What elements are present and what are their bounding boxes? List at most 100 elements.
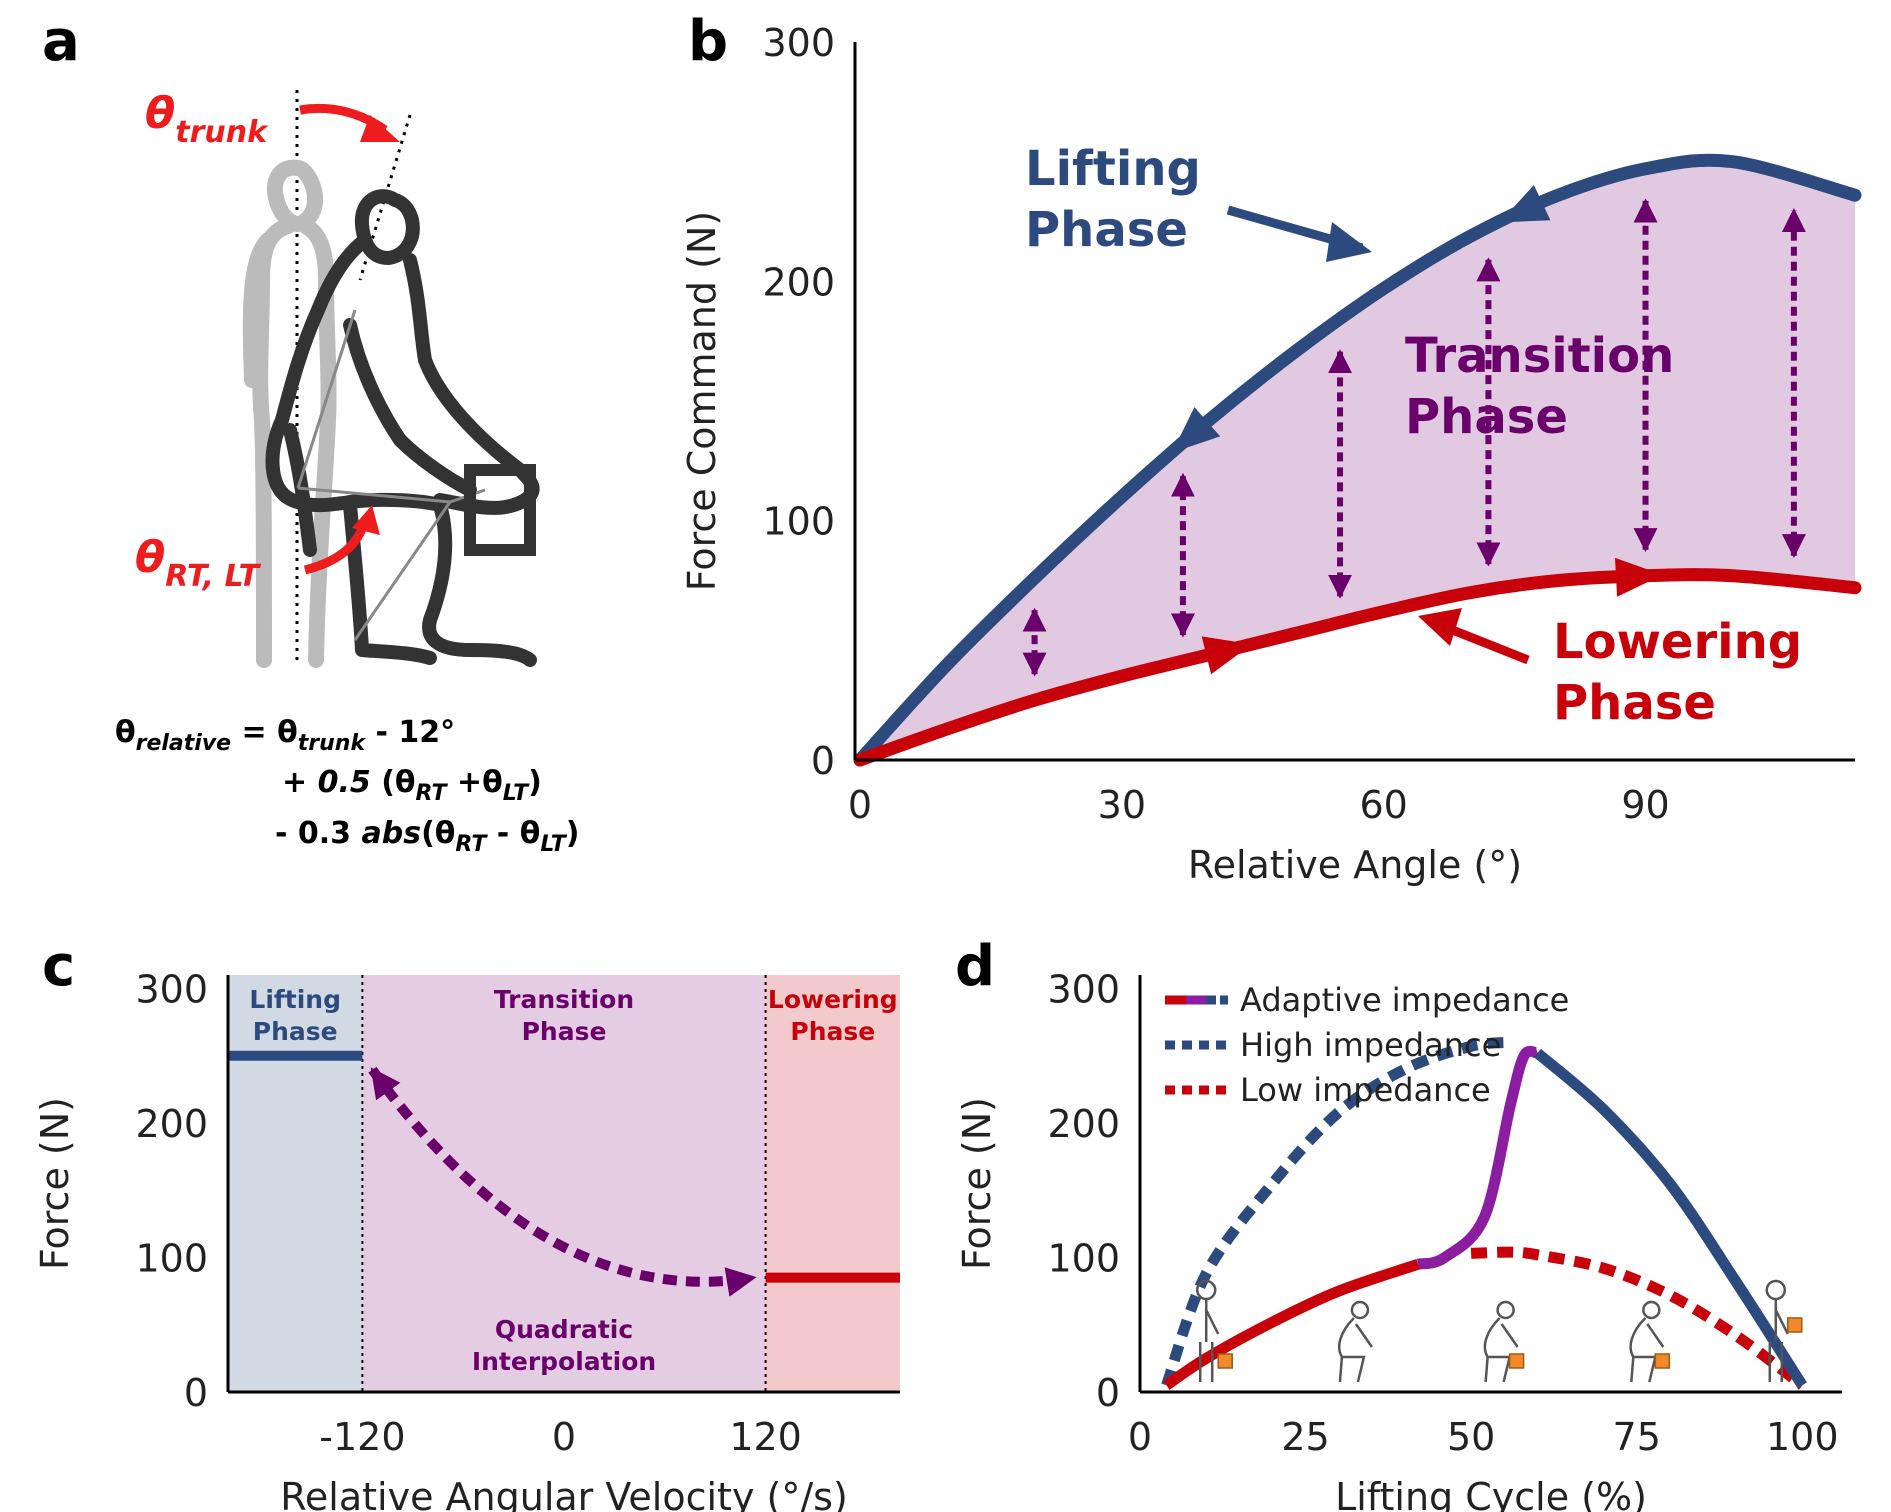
low-impedance-curve xyxy=(1470,1246,1806,1390)
theta-trunk-symbol: θ xyxy=(145,88,175,139)
lifting-pose-icon xyxy=(1195,1279,1220,1382)
formula-line2-part-4: +θ xyxy=(446,765,502,800)
formula-line1-part-2: = θ xyxy=(231,715,298,750)
panel-d-label: d xyxy=(955,934,995,999)
panel-c-y-axis-label: Force (N) xyxy=(33,1097,77,1270)
standing-person-icon xyxy=(242,159,337,668)
theta-rtlt-label: θRT, LT xyxy=(135,532,262,594)
panel-d-x-tick-label: 0 xyxy=(1128,1415,1152,1459)
theta-trunk-label: θtrunk xyxy=(145,88,269,150)
lowering-region-label-word: Lowering xyxy=(768,985,898,1014)
quadratic-interpolation-label-word: Interpolation xyxy=(472,1347,656,1376)
formula-line1-part-0: θ xyxy=(115,715,136,750)
panel-b-x-axis-label: Relative Angle (°) xyxy=(1188,843,1522,887)
panel-b-y-axis-label: Force Command (N) xyxy=(680,211,724,591)
formula-line1-part-4: - 12° xyxy=(365,715,455,750)
legend-label: Adaptive impedance xyxy=(1240,981,1569,1019)
high-impedance-curve xyxy=(1161,1036,1512,1388)
panel-b-y-tick-label: 100 xyxy=(762,500,835,544)
panel-c-y-tick-label: 200 xyxy=(135,1102,208,1146)
trunk-reference-line xyxy=(358,114,412,281)
lifting-phase-word1: Lifting xyxy=(1025,141,1201,197)
lifting-direction-arrowhead xyxy=(1172,407,1221,453)
panel-d-y-tick-label: 0 xyxy=(1096,1371,1120,1415)
panel-d: d Adaptive impedance High impedance Low im… xyxy=(955,934,1842,1512)
transition-phase-annotation: Transition Phase xyxy=(1405,328,1674,445)
panel-d-legend: Adaptive impedance High impedance Low impe… xyxy=(1165,981,1569,1109)
adaptive-impedance-curve-transition xyxy=(1416,1045,1539,1270)
panel-d-x-tick-label: 100 xyxy=(1766,1415,1839,1459)
adaptive-impedance-curve-lifting xyxy=(1533,1048,1807,1389)
panel-b-x-tick-label: 90 xyxy=(1621,783,1669,827)
panel-c: c Lifting Phase Transition Phase Lowering Pha… xyxy=(33,934,900,1512)
lifting-pose-icon xyxy=(1338,1300,1373,1383)
lifting-phase-word2: Phase xyxy=(1025,202,1188,258)
lifting-region xyxy=(228,975,363,1392)
panel-c-y-tick-label: 100 xyxy=(135,1236,208,1280)
transition-phase-word1: Transition xyxy=(1405,328,1674,384)
transition-region-label: Transition Phase xyxy=(494,985,634,1046)
lowering-region-label-word: Phase xyxy=(790,1017,875,1046)
box-icon xyxy=(1217,1353,1233,1369)
transition-region-label-word: Phase xyxy=(522,1017,607,1046)
lifting-pose-icon xyxy=(1629,1300,1665,1383)
quadratic-interpolation-label-word: Quadratic xyxy=(495,1315,633,1344)
lowering-curve xyxy=(853,568,1862,767)
lifting-direction-arrowhead xyxy=(1499,185,1551,223)
lifting-pose-icon xyxy=(1483,1300,1519,1383)
panel-d-plot: Adaptive impedance High impedance Low impe… xyxy=(955,967,1842,1512)
lowering-direction-arrowhead xyxy=(1615,557,1663,597)
panel-d-y-tick-label: 100 xyxy=(1047,1236,1120,1280)
panel-b-x-tick-label: 0 xyxy=(848,783,872,827)
panel-b-y-tick-label: 0 xyxy=(811,739,835,783)
panel-a-label: a xyxy=(42,9,80,74)
lifting-region-label-word: Lifting xyxy=(249,985,341,1014)
formula-line-2: + 0.5 (θRT +θLT) xyxy=(282,765,542,806)
lifted-box-icon xyxy=(464,464,536,556)
lifting-phase-annotation: Lifting Phase xyxy=(1025,141,1201,258)
quadratic-interpolation-curve xyxy=(368,1066,757,1297)
lowering-phase-word2: Phase xyxy=(1553,675,1716,731)
formula-line3-part-6: ) xyxy=(566,816,580,851)
formula-line2-part-0: + xyxy=(282,765,318,800)
panel-c-plot: Lifting Phase Transition Phase Lowering Phase… xyxy=(33,967,900,1512)
theta-trunk-sub: trunk xyxy=(175,115,269,150)
panel-b: b 0 30 60 90 0 100 200 300 Relative Angle (°) For… xyxy=(680,9,1862,887)
formula-line-3: - 0.3 abs(θRT - θLT) xyxy=(275,816,579,857)
lowering-region-label: Lowering Phase xyxy=(768,985,898,1046)
panel-b-y-tick-label: 300 xyxy=(762,21,835,65)
legend-label: High impedance xyxy=(1240,1026,1501,1064)
panel-c-x-tick-label: -120 xyxy=(319,1415,405,1459)
formula-line3-part-4: - θ xyxy=(486,816,540,851)
lowering-region xyxy=(765,975,900,1392)
panel-c-label: c xyxy=(42,934,75,999)
panel-c-y-tick-label: 300 xyxy=(135,967,208,1011)
panel-d-y-tick-label: 300 xyxy=(1047,967,1120,1011)
panel-d-y-axis-label: Force (N) xyxy=(955,1097,999,1270)
formula-line3-part-5: LT xyxy=(540,832,567,857)
lifting-curve xyxy=(853,153,1862,767)
formula-line2-part-2: (θ xyxy=(371,765,416,800)
lowering-phase-pointer-head xyxy=(1418,608,1462,646)
theta-rtlt-symbol: θ xyxy=(135,532,165,583)
transition-phase-word2: Phase xyxy=(1405,389,1568,445)
panel-d-x-tick-label: 75 xyxy=(1613,1415,1661,1459)
panel-b-y-tick-label: 200 xyxy=(762,260,835,304)
formula-line1-part-1: relative xyxy=(136,731,232,756)
formula-line2-part-5: LT xyxy=(503,781,530,806)
formula-line2-part-6: ) xyxy=(528,765,542,800)
panel-b-x-tick-label: 30 xyxy=(1098,783,1146,827)
lifting-region-label-word: Phase xyxy=(253,1017,338,1046)
adaptive-impedance-curve-lowering xyxy=(1163,1258,1420,1390)
lifting-pose-icon xyxy=(1765,1279,1789,1382)
panel-b-label: b xyxy=(688,9,728,74)
transition-arrows xyxy=(1022,198,1806,677)
formula-line-1: θrelative = θtrunk - 12° xyxy=(115,715,455,756)
lifting-region-label: Lifting Phase xyxy=(249,985,341,1046)
transition-region-label-word: Transition xyxy=(494,985,634,1014)
theta-rtlt-sub: RT, LT xyxy=(165,559,261,594)
legend-label: Low impedance xyxy=(1240,1071,1491,1109)
panel-b-axes: 0 30 60 90 0 100 200 300 Relative Angle (°) Force… xyxy=(680,21,1855,887)
panel-d-x-axis-label: Lifting Cycle (%) xyxy=(1335,1475,1647,1512)
